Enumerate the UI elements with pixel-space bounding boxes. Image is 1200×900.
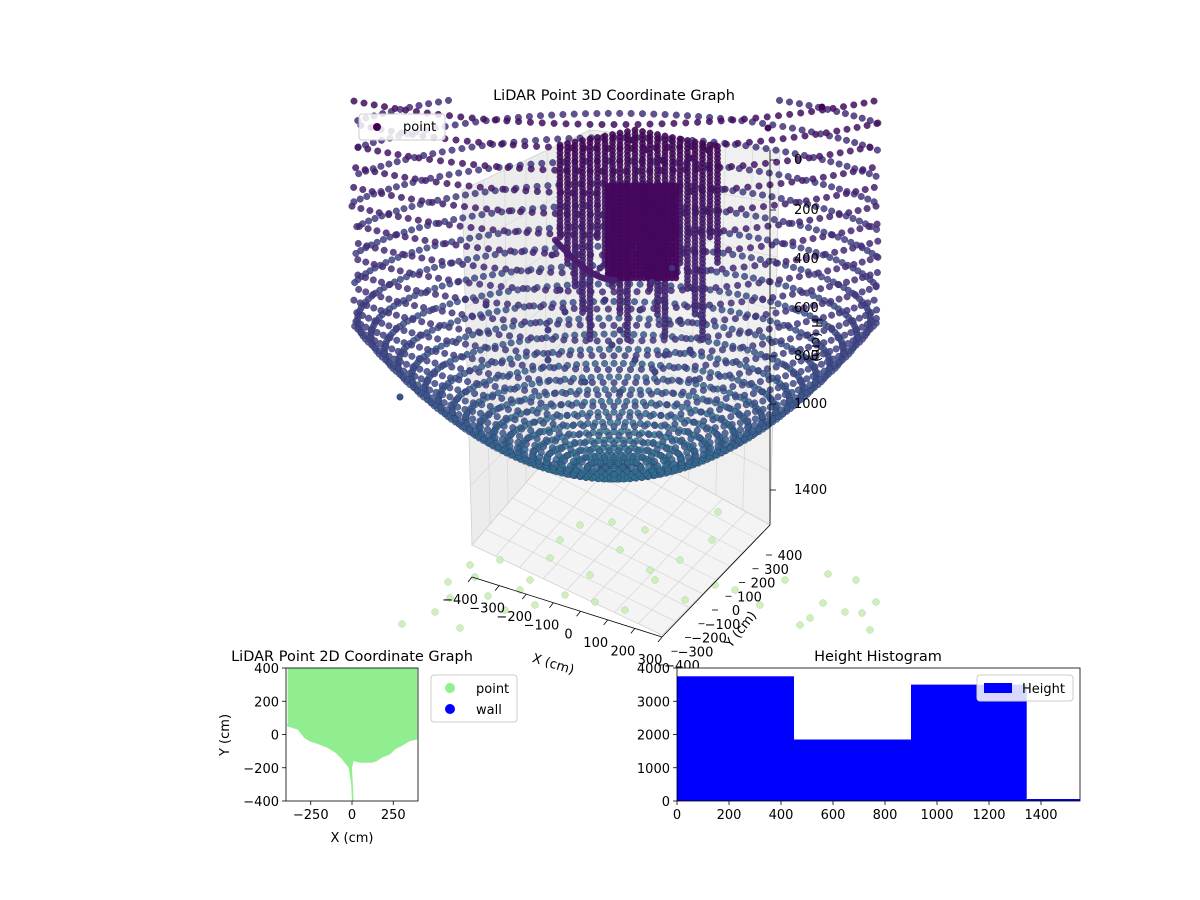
y-axis-label-2d: Y (cm) [218, 714, 233, 757]
x-tick-label-3d: −100 [524, 619, 560, 634]
x-tick-label-histogram: 1400 [1024, 808, 1057, 823]
y-axis-line [661, 524, 771, 638]
y-tick-label-3d: 100 [737, 590, 762, 605]
y-tick-label-histogram: 0 [662, 795, 670, 810]
x-tick-label-3d: 0 [564, 627, 572, 642]
y-tick-label-histogram: 1000 [637, 762, 670, 777]
z-axis-label-3d: H (cm) [808, 318, 823, 362]
legend-marker-height [984, 683, 1012, 693]
z-tick-label-3d: 200 [794, 203, 819, 218]
histogram-bar [911, 684, 1027, 801]
legend-label-height: Height [1022, 682, 1065, 697]
x-tick-label-3d: −300 [469, 602, 505, 617]
legend-marker-point-3d [373, 123, 381, 131]
lidar-3d-title: LiDAR Point 3D Coordinate Graph [493, 88, 735, 104]
y-tick-label-3d: 0 [732, 604, 740, 619]
z-tick-labels-3d: 0 200 400 600 800 1000 1400 [770, 153, 827, 498]
legend-marker-wall [445, 704, 455, 714]
y-tick-label-2d: −400 [243, 795, 279, 810]
x-axis-label-3d: X (cm) [530, 651, 576, 678]
histogram-bar [677, 676, 794, 801]
lidar-3d-plot: LiDAR Point 3D Coordinate Graph −400−300… [348, 88, 882, 678]
lidar-2d-title: LiDAR Point 2D Coordinate Graph [231, 649, 473, 665]
x-tick-label-2d: 250 [381, 808, 406, 823]
2d-ticks: −250 0 250 400 200 0 −200 −400 [243, 662, 405, 823]
x-tick-label-histogram: 0 [673, 808, 681, 823]
x-tick-label-histogram: 600 [821, 808, 846, 823]
histogram-bars [677, 676, 1080, 801]
legend-label-point-2d: point [476, 682, 509, 697]
x-tick-label-histogram: 1000 [920, 808, 953, 823]
histogram-ticks: 0 200 400 600 800 1000 1200 1400 0 1000 2000 3000 40… [637, 662, 1058, 823]
y-tick-label-3d: −100 [705, 618, 741, 633]
lidar-2d-plot: LiDAR Point 2D Coordinate Graph −250 0 250… [218, 649, 518, 846]
x-tick-label-2d: −250 [293, 808, 329, 823]
y-tick-label-histogram: 3000 [637, 695, 670, 710]
lidar-3d-point-cloud [348, 96, 882, 634]
legend-3d: point [358, 113, 446, 141]
y-tick-label-2d: 0 [271, 729, 279, 744]
y-tick-label-2d: 400 [254, 662, 279, 677]
z-tick-label-3d: 800 [794, 349, 819, 364]
x-tick-label-3d: −400 [442, 593, 478, 608]
y-tick-label-3d: 300 [764, 563, 789, 578]
z-tick-label-3d: 1400 [794, 483, 827, 498]
z-tick-label-3d: 0 [794, 153, 802, 168]
z-tick-label-3d: 600 [794, 301, 819, 316]
x-tick-label-3d: 200 [610, 644, 635, 659]
x-tick-label-histogram: 400 [769, 808, 794, 823]
height-histogram: Height Histogram 0 200 400 600 800 1000 1200 14… [637, 649, 1081, 823]
x-tick-label-histogram: 200 [717, 808, 742, 823]
2d-point-region [286, 668, 418, 801]
y-tick-label-3d: 200 [751, 577, 776, 592]
x-tick-label-histogram: 1200 [972, 808, 1005, 823]
y-tick-label-3d: −300 [678, 645, 714, 660]
y-tick-label-2d: 200 [254, 695, 279, 710]
y-tick-label-2d: −200 [243, 762, 279, 777]
z-tick-label-3d: 400 [794, 252, 819, 267]
histogram-bar [794, 739, 911, 801]
x-tick-label-3d: 100 [583, 636, 608, 651]
legend-label-wall: wall [476, 703, 502, 718]
x-tick-label-2d: 0 [348, 808, 356, 823]
x-tick-label-3d: −200 [496, 610, 532, 625]
x-axis-line [471, 576, 663, 638]
x-axis-label-2d: X (cm) [331, 831, 374, 846]
legend-histogram: Height [976, 674, 1074, 702]
legend-2d: point wall [430, 674, 518, 723]
y-tick-label-histogram: 2000 [637, 729, 670, 744]
x-tick-label-3d: 300 [638, 653, 663, 668]
legend-marker-point-2d [445, 683, 455, 693]
y-tick-label-3d: 400 [778, 549, 803, 564]
y-tick-label-histogram: 4000 [637, 662, 670, 677]
histogram-title: Height Histogram [814, 649, 942, 665]
legend-label-point-3d: point [403, 120, 436, 135]
x-tick-label-histogram: 800 [873, 808, 898, 823]
histogram-bar [1026, 799, 1080, 801]
z-tick-label-3d: 1000 [794, 397, 827, 412]
y-tick-label-3d: −200 [691, 632, 727, 647]
